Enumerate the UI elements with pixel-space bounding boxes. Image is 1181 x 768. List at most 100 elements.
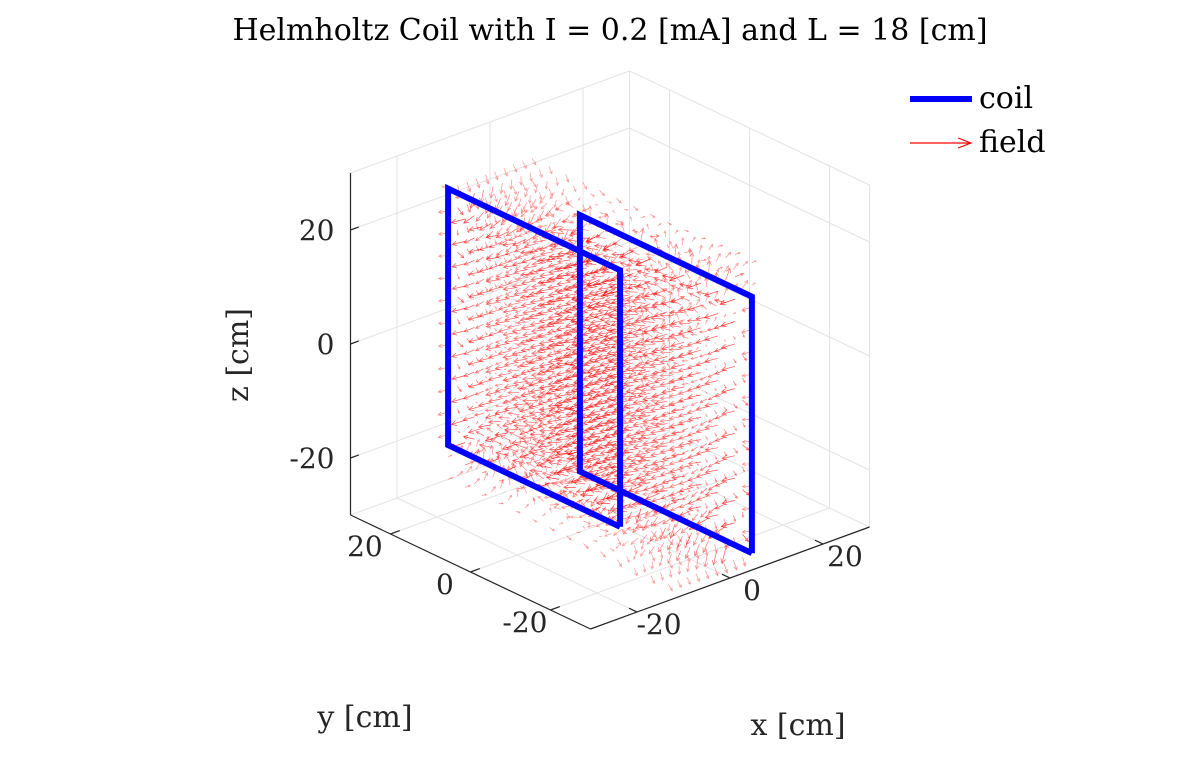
field-arrow [669, 460, 681, 466]
field-arrow [668, 438, 681, 443]
field-arrow [688, 292, 700, 299]
field-arrow [625, 267, 638, 273]
field-arrow [490, 444, 495, 455]
field-arrow [530, 254, 544, 260]
field-arrow [545, 456, 560, 462]
field-arrow [699, 488, 708, 494]
field-arrow [640, 227, 645, 241]
field-arrow [591, 372, 606, 378]
field-arrow [513, 268, 527, 274]
field-arrow [641, 469, 653, 474]
field-arrow [512, 164, 518, 173]
field-arrow [555, 370, 571, 377]
field-arrow [494, 171, 499, 181]
field-arrow [681, 237, 685, 246]
field-arrow [516, 342, 529, 348]
field-arrow [631, 299, 646, 305]
field-arrow [599, 338, 614, 345]
field-arrow [687, 476, 700, 482]
field-arrow [669, 274, 685, 282]
x-tick-mark [814, 539, 824, 545]
field-arrow [485, 353, 488, 358]
field-arrow [654, 534, 663, 542]
field-arrow [669, 291, 673, 301]
field-arrow [521, 280, 535, 286]
field-arrow [650, 329, 663, 335]
field-arrow [507, 390, 520, 395]
field-arrow [714, 458, 726, 464]
field-arrow [661, 479, 675, 485]
field-arrow [721, 432, 735, 439]
field-arrow [640, 432, 655, 439]
field-arrow [554, 207, 565, 212]
field-arrow [503, 279, 507, 285]
field-arrow [522, 360, 529, 364]
field-arrow [643, 280, 657, 286]
field-arrow [634, 384, 645, 390]
field-arrow [650, 352, 663, 357]
field-arrow [678, 479, 691, 485]
field-arrow [595, 301, 610, 307]
field-arrow [475, 312, 479, 318]
field-arrow [634, 269, 642, 278]
field-arrow [695, 428, 709, 434]
field-arrow [549, 246, 563, 252]
field-arrow [695, 551, 700, 560]
field-arrow [659, 312, 674, 318]
field-arrow [609, 547, 615, 552]
field-arrow [582, 204, 587, 213]
field-arrow [474, 477, 481, 485]
field-arrow [650, 516, 659, 528]
field-arrow [557, 226, 574, 233]
field-arrow [632, 308, 648, 314]
field-arrow [529, 455, 534, 464]
field-arrow [507, 280, 520, 285]
field-arrow [477, 402, 492, 408]
field-arrow [677, 283, 684, 290]
field-arrow [546, 418, 561, 424]
field-arrow [602, 254, 615, 259]
field-arrow [723, 406, 728, 412]
field-arrow [633, 205, 639, 212]
field-arrow [640, 309, 644, 319]
field-arrow [660, 572, 664, 581]
field-arrow [485, 364, 494, 370]
field-arrow [562, 229, 569, 243]
field-arrow [447, 477, 454, 480]
field-arrow [564, 315, 578, 321]
field-arrow [519, 317, 533, 322]
field-arrow [668, 356, 683, 362]
field-arrow [549, 502, 560, 507]
field-arrow [632, 331, 648, 337]
field-arrow [468, 360, 483, 366]
field-arrow [604, 533, 612, 537]
field-arrow [721, 499, 735, 505]
field-arrow [678, 442, 692, 448]
field-arrow [484, 387, 494, 391]
field-arrow [557, 458, 571, 464]
field-arrow [622, 357, 638, 364]
field-arrow [627, 373, 642, 379]
field-arrow [714, 481, 726, 487]
field-arrow [634, 525, 646, 530]
field-arrow [651, 512, 663, 517]
field-arrow [671, 474, 685, 480]
field-arrow [633, 545, 638, 555]
field-arrow [654, 466, 668, 472]
field-arrow [468, 383, 483, 389]
field-arrow [506, 368, 520, 374]
field-arrow [512, 451, 520, 460]
field-arrow [554, 386, 569, 392]
field-arrow [531, 180, 537, 188]
field-arrow [589, 387, 604, 393]
field-arrow [660, 365, 665, 372]
field-arrow [659, 326, 672, 332]
field-arrow [640, 455, 655, 461]
field-arrow [599, 189, 606, 197]
field-arrow [650, 474, 664, 480]
field-arrow [572, 185, 577, 193]
field-arrow [651, 437, 666, 443]
field-arrow [548, 210, 555, 218]
field-arrow [593, 469, 608, 476]
field-arrow [661, 433, 675, 439]
